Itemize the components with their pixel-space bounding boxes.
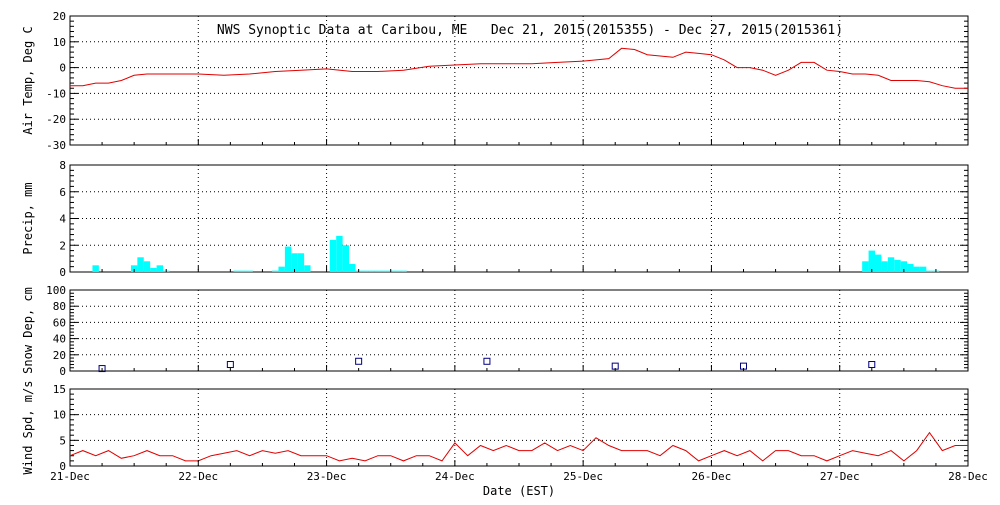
y-tick-label: 40 xyxy=(53,333,66,346)
precip-bar xyxy=(150,267,157,272)
precip-bar xyxy=(368,270,375,272)
precip-bar xyxy=(900,261,908,272)
y-tick-label: 0 xyxy=(59,266,66,279)
y-axis-label: Precip, mm xyxy=(21,182,35,254)
snow-depth-marker xyxy=(98,365,106,373)
y-tick-label: 15 xyxy=(53,383,66,396)
y-tick-label: 10 xyxy=(53,409,66,422)
y-tick-label: 2 xyxy=(59,239,66,252)
y-axis-label: Snow Dep, cm xyxy=(21,287,35,374)
snow-depth-marker xyxy=(868,361,876,369)
precip-bar xyxy=(291,253,298,272)
y-tick-label: 0 xyxy=(59,460,66,473)
precip-bar xyxy=(297,253,305,272)
precip-bar xyxy=(272,270,279,272)
x-tick-label: 26-Dec xyxy=(692,470,732,483)
y-tick-label: 80 xyxy=(53,300,66,313)
snow-depth-marker xyxy=(483,357,491,365)
y-axis-label: Wind Spd, m/s xyxy=(21,381,35,475)
precip-bar xyxy=(130,265,138,272)
precip-bar xyxy=(329,239,337,272)
precip-bar xyxy=(143,261,151,272)
precip-bar xyxy=(156,265,164,272)
precip-bar xyxy=(361,270,369,272)
precip-bar xyxy=(233,270,240,272)
y-tick-label: 5 xyxy=(59,434,66,447)
y-tick-label: 0 xyxy=(59,62,66,75)
snow-depth-marker xyxy=(355,357,363,365)
precip-bar xyxy=(246,270,253,272)
x-axis-label: Date (EST) xyxy=(483,484,555,498)
precip-bar xyxy=(284,246,292,272)
x-tick-label: 28-Dec xyxy=(948,470,988,483)
precip-bar xyxy=(887,257,895,272)
precip-bar xyxy=(304,265,311,272)
y-axis-label: Air Temp, Deg C xyxy=(21,26,35,134)
y-tick-label: -10 xyxy=(46,87,66,100)
precip-bar xyxy=(862,261,869,272)
precip-bar xyxy=(349,263,356,272)
precip-bar xyxy=(894,259,901,272)
y-tick-label: -30 xyxy=(46,139,66,152)
y-tick-label: 10 xyxy=(53,36,66,49)
precip-bar xyxy=(137,257,144,272)
plot-frame-snow_depth xyxy=(69,289,969,372)
precip-bar xyxy=(400,270,407,272)
y-tick-label: 6 xyxy=(59,186,66,199)
y-tick-label: 100 xyxy=(46,284,66,297)
precip-bar xyxy=(342,245,350,272)
y-tick-label: 20 xyxy=(53,349,66,362)
precip-bar xyxy=(336,235,343,272)
x-tick-label: 23-Dec xyxy=(307,470,347,483)
y-tick-label: 0 xyxy=(59,365,66,378)
precip-bar xyxy=(92,265,99,272)
precip-bar xyxy=(374,270,382,272)
y-tick-label: 60 xyxy=(53,316,66,329)
wind_speed-series-line xyxy=(69,431,968,462)
precip-bar xyxy=(393,270,401,272)
x-tick-label: 24-Dec xyxy=(435,470,475,483)
precip-bar xyxy=(913,266,920,272)
precip-bar xyxy=(381,270,388,272)
precip-bar xyxy=(926,270,933,272)
air_temp-series-line xyxy=(70,47,968,89)
x-tick-label: 22-Dec xyxy=(178,470,218,483)
precip-bar xyxy=(881,261,888,272)
snow-depth-marker xyxy=(226,361,234,369)
precip-bar xyxy=(239,270,247,272)
precip-bar xyxy=(919,266,927,272)
y-tick-label: 20 xyxy=(53,10,66,23)
x-tick-label: 25-Dec xyxy=(563,470,603,483)
x-tick-label: 27-Dec xyxy=(820,470,860,483)
y-tick-label: 8 xyxy=(59,159,66,172)
precip-bar xyxy=(907,263,914,272)
precip-bar xyxy=(874,254,882,272)
plot-frame-wind_speed xyxy=(69,388,969,467)
y-tick-label: -20 xyxy=(46,113,66,126)
y-tick-label: 4 xyxy=(59,213,66,226)
precip-bar xyxy=(868,250,875,272)
x-tick-label: 21-Dec xyxy=(50,470,90,483)
precip-bar xyxy=(278,266,285,272)
chart-title: NWS Synoptic Data at Caribou, ME Dec 21,… xyxy=(217,23,843,38)
